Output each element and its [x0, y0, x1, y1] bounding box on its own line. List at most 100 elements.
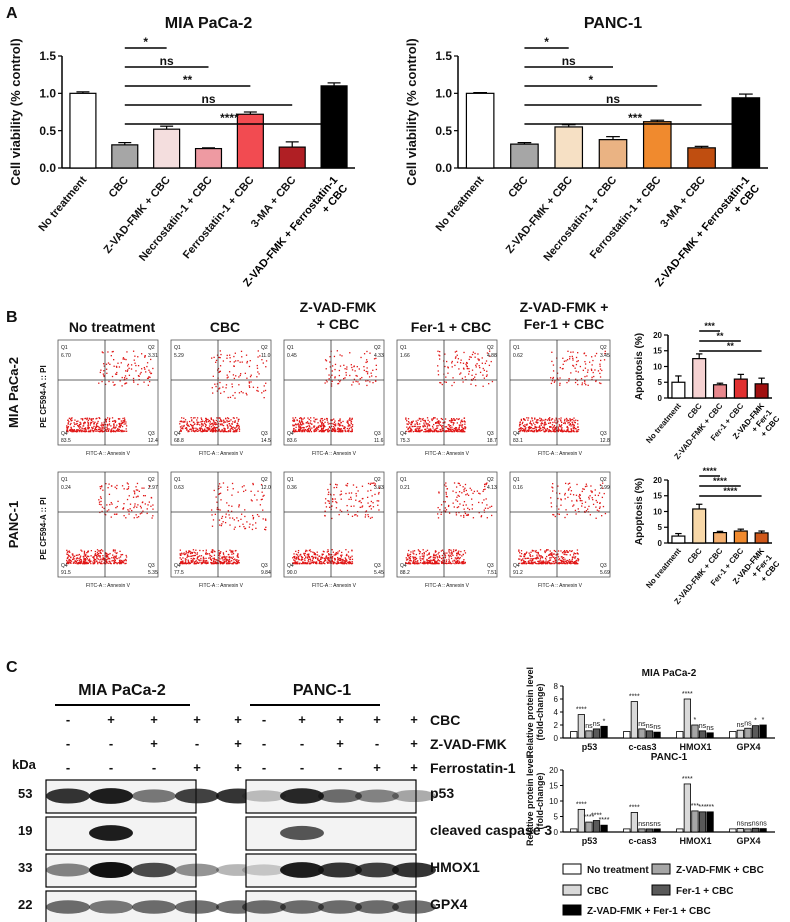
- flow-event-dot: [571, 558, 573, 560]
- flow-event-dot: [107, 362, 110, 364]
- flow-event-dot: [436, 418, 438, 420]
- flow-event-dot: [339, 494, 341, 496]
- flow-event-dot: [564, 422, 566, 425]
- flow-event-dot: [213, 421, 215, 423]
- flow-event-dot: [519, 421, 521, 423]
- blot-band: [392, 862, 436, 878]
- flow-event-dot: [433, 430, 436, 433]
- quadrant-name: Q3: [261, 563, 268, 569]
- flow-event-dot: [127, 487, 130, 490]
- flow-event-dot: [459, 503, 461, 505]
- flow-event-dot: [316, 551, 318, 553]
- flow-event-dot: [81, 550, 83, 552]
- flow-event-dot: [97, 554, 99, 556]
- flow-event-dot: [543, 430, 545, 432]
- flow-event-dot: [556, 372, 559, 374]
- flow-event-dot: [458, 553, 461, 556]
- flow-event-dot: [133, 506, 135, 509]
- flow-event-dot: [572, 357, 574, 360]
- flow-event-dot: [418, 430, 420, 433]
- flow-event-dot: [547, 560, 550, 562]
- flow-event-dot: [182, 557, 184, 559]
- flow-event-dot: [475, 373, 477, 376]
- flow-event-dot: [334, 562, 336, 564]
- flow-event-dot: [70, 560, 73, 562]
- flow-event-dot: [228, 561, 230, 563]
- flow-event-dot: [296, 419, 298, 421]
- flow-event-dot: [452, 502, 454, 504]
- bar: [733, 378, 748, 399]
- flow-event-dot: [326, 561, 328, 563]
- flow-event-dot: [108, 560, 110, 563]
- flow-event-dot: [103, 370, 105, 372]
- flow-event-dot: [523, 554, 525, 556]
- flow-event-dot: [444, 501, 446, 503]
- quadrant-value: 88.2: [400, 570, 410, 576]
- flow-event-dot: [523, 425, 526, 428]
- flow-event-dot: [585, 384, 587, 386]
- flow-event-dot: [213, 489, 215, 492]
- flow-event-dot: [73, 430, 75, 433]
- flow-event-dot: [317, 557, 319, 559]
- flow-event-dot: [371, 495, 373, 497]
- flow-event-dot: [451, 430, 454, 433]
- flow-event-dot: [558, 418, 560, 420]
- flow-event-dot: [307, 558, 310, 561]
- flow-event-dot: [427, 419, 429, 421]
- flow-event-dot: [121, 485, 124, 487]
- flow-event-dot: [67, 553, 69, 556]
- flow-event-dot: [418, 550, 420, 552]
- flow-event-dot: [450, 421, 452, 423]
- flow-event-dot: [338, 423, 341, 426]
- flow-event-dot: [568, 482, 571, 484]
- flow-event-dot: [134, 355, 136, 357]
- flow-event-dot: [594, 489, 596, 491]
- quadrant-name: Q2: [148, 477, 155, 483]
- flow-event-dot: [200, 425, 203, 427]
- flow-event-dot: [430, 429, 432, 431]
- flow-event-dot: [566, 562, 568, 565]
- treatment-sign: +: [410, 736, 418, 751]
- legend-label: No treatment: [587, 865, 649, 876]
- flow-event-dot: [347, 425, 349, 427]
- flow-event-dot: [187, 561, 190, 564]
- flow-event-dot: [462, 429, 464, 431]
- flow-event-dot: [79, 421, 81, 424]
- flow-event-dot: [349, 374, 351, 377]
- flow-event-dot: [544, 418, 547, 421]
- flow-event-dot: [579, 499, 582, 502]
- flow-event-dot: [572, 365, 575, 367]
- flow-event-dot: [439, 509, 441, 511]
- y-tick-label: 0.5: [39, 124, 56, 138]
- flow-event-dot: [476, 363, 478, 365]
- quadrant-value: 2.99: [600, 485, 610, 491]
- flow-event-dot: [238, 428, 241, 430]
- flow-event-dot: [584, 506, 586, 508]
- flow-event-dot: [556, 422, 559, 424]
- flow-event-dot: [101, 560, 103, 562]
- flow-event-dot: [311, 559, 314, 562]
- flow-event-dot: [531, 418, 533, 420]
- flow-event-dot: [210, 426, 213, 428]
- flow-event-dot: [416, 562, 418, 565]
- flow-event-dot: [355, 492, 357, 495]
- flow-event-dot: [218, 487, 220, 490]
- flow-event-dot: [355, 380, 357, 383]
- flow-event-dot: [238, 424, 240, 427]
- flow-event-dot: [367, 380, 369, 382]
- flow-event-dot: [553, 561, 555, 563]
- flow-event-dot: [443, 560, 446, 562]
- flow-event-dot: [232, 562, 234, 565]
- flow-event-dot: [413, 550, 416, 552]
- flow-event-dot: [538, 429, 540, 432]
- category-label: Necrostatin-1 + CBC: [542, 174, 620, 263]
- flow-event-dot: [332, 562, 334, 564]
- flow-event-dot: [228, 514, 230, 516]
- flow-event-dot: [483, 499, 485, 501]
- flow-event-dot: [141, 368, 143, 370]
- flow-event-dot: [518, 549, 520, 551]
- flow-event-dot: [256, 376, 258, 378]
- flow-event-dot: [235, 426, 238, 428]
- significance-label: ***: [691, 803, 699, 810]
- flow-event-dot: [348, 562, 350, 564]
